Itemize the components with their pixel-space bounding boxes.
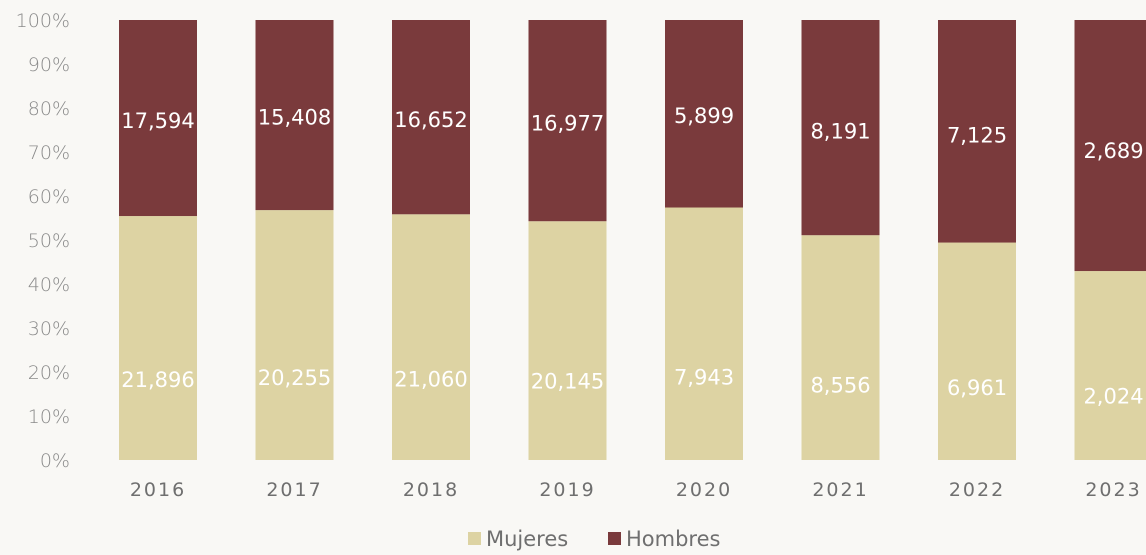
- x-tick-label: 2016: [130, 479, 186, 501]
- data-label-hombres: 5,899: [674, 104, 734, 128]
- bar-hombres-2022: [938, 20, 1016, 243]
- bar-mujeres-2017: [255, 210, 334, 460]
- data-label-hombres: 15,408: [258, 106, 331, 130]
- bar-mujeres-2021: [801, 235, 880, 460]
- data-label-hombres: 7,125: [947, 123, 1007, 147]
- bar-mujeres-2020: [665, 207, 743, 460]
- y-tick-label: 90%: [28, 54, 70, 76]
- legend-swatch-hombres: [608, 532, 621, 545]
- data-label-mujeres: 2,024: [1083, 384, 1143, 408]
- bar-hombres-2023: [1074, 20, 1146, 272]
- bars: 17,594 21,896 15,408 20,255 16,652 21,060 16,9…: [119, 20, 1146, 460]
- bar-hombres-2020: [665, 20, 743, 208]
- legend: Mujeres Hombres: [468, 527, 720, 551]
- y-tick-label: 80%: [28, 98, 70, 120]
- y-tick-label: 30%: [28, 318, 70, 340]
- bar-mujeres-2018: [392, 214, 470, 460]
- data-label-mujeres: 20,145: [531, 369, 604, 393]
- data-label-hombres: 16,977: [531, 112, 604, 136]
- data-label-mujeres: 21,896: [121, 368, 194, 392]
- x-tick-label: 2023: [1085, 479, 1141, 501]
- bar-hombres-2016: [119, 20, 197, 217]
- bar-hombres-2018: [392, 20, 470, 215]
- legend-label-hombres: Hombres: [626, 527, 720, 551]
- y-tick-label: 60%: [28, 186, 70, 208]
- y-tick-label: 20%: [28, 362, 70, 384]
- y-tick-label: 70%: [28, 142, 70, 164]
- y-tick-label: 10%: [28, 406, 70, 428]
- bar-mujeres-2016: [119, 216, 197, 460]
- legend-label-mujeres: Mujeres: [486, 527, 568, 551]
- bar-hombres-2019: [528, 20, 607, 222]
- x-tick-label: 2020: [676, 479, 732, 501]
- x-tick-label: 2019: [539, 479, 595, 501]
- bar-mujeres-2019: [528, 221, 607, 460]
- x-axis: 2016 2017 2018 2019 2020 2021 2022 2023: [130, 479, 1141, 501]
- bar-mujeres-2023: [1074, 271, 1146, 460]
- data-label-hombres: 8,191: [810, 119, 870, 143]
- data-label-mujeres: 20,255: [258, 366, 331, 390]
- y-tick-label: 0%: [40, 450, 70, 472]
- bar-mujeres-2022: [938, 242, 1016, 460]
- data-label-hombres: 17,594: [121, 109, 194, 133]
- data-label-hombres: 16,652: [394, 108, 467, 132]
- data-label-mujeres: 7,943: [674, 365, 734, 389]
- x-tick-label: 2021: [812, 479, 868, 501]
- y-tick-label: 50%: [28, 230, 70, 252]
- y-axis: 0% 10% 20% 30% 40% 50% 60% 70% 80% 90% 100%: [16, 10, 70, 472]
- data-label-mujeres: 21,060: [394, 367, 467, 391]
- bar-hombres-2017: [255, 20, 334, 211]
- x-tick-label: 2022: [949, 479, 1005, 501]
- data-label-mujeres: 6,961: [947, 376, 1007, 400]
- data-label-hombres: 2,689: [1083, 139, 1143, 163]
- y-tick-label: 40%: [28, 274, 70, 296]
- y-tick-label: 100%: [16, 10, 70, 32]
- data-label-mujeres: 8,556: [810, 374, 870, 398]
- x-tick-label: 2017: [266, 479, 322, 501]
- legend-swatch-mujeres: [468, 532, 481, 545]
- bar-hombres-2021: [801, 20, 880, 236]
- x-tick-label: 2018: [403, 479, 459, 501]
